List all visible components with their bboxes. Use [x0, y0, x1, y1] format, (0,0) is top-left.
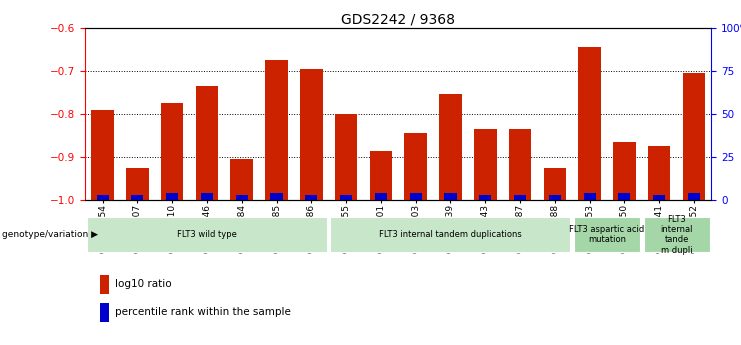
Bar: [236, 195, 247, 200]
Bar: [270, 193, 282, 200]
Bar: [305, 195, 317, 200]
Bar: [96, 195, 109, 200]
Bar: [100, 303, 110, 322]
Title: GDS2242 / 9368: GDS2242 / 9368: [342, 12, 455, 27]
Bar: [131, 195, 144, 200]
Bar: [196, 86, 219, 200]
Bar: [618, 193, 631, 200]
Bar: [514, 195, 526, 200]
Bar: [100, 275, 110, 294]
Bar: [340, 195, 352, 200]
Text: genotype/variation ▶: genotype/variation ▶: [1, 230, 98, 239]
FancyBboxPatch shape: [87, 217, 327, 253]
Bar: [375, 193, 387, 200]
Bar: [439, 95, 462, 200]
Bar: [583, 193, 596, 200]
Bar: [166, 193, 179, 200]
Bar: [549, 195, 561, 200]
Bar: [265, 60, 288, 200]
Text: FLT3
internal
tande
m dupli: FLT3 internal tande m dupli: [660, 215, 693, 255]
Bar: [126, 168, 149, 200]
Bar: [543, 168, 566, 200]
Bar: [509, 129, 531, 200]
Bar: [688, 193, 700, 200]
Text: FLT3 wild type: FLT3 wild type: [177, 230, 237, 239]
Bar: [335, 114, 357, 200]
Text: FLT3 aspartic acid
mutation: FLT3 aspartic acid mutation: [569, 225, 645, 244]
Bar: [405, 133, 427, 200]
Bar: [300, 69, 322, 200]
FancyBboxPatch shape: [574, 217, 640, 253]
Bar: [201, 193, 213, 200]
Text: log10 ratio: log10 ratio: [115, 279, 171, 289]
Bar: [474, 129, 496, 200]
Bar: [445, 193, 456, 200]
Bar: [479, 195, 491, 200]
Bar: [161, 103, 184, 200]
Bar: [613, 142, 636, 200]
Bar: [653, 195, 665, 200]
Text: FLT3 internal tandem duplications: FLT3 internal tandem duplications: [379, 230, 522, 239]
Bar: [682, 73, 705, 200]
Bar: [91, 110, 114, 200]
FancyBboxPatch shape: [643, 217, 710, 253]
Bar: [230, 159, 253, 200]
FancyBboxPatch shape: [330, 217, 571, 253]
Bar: [648, 146, 671, 200]
Bar: [410, 193, 422, 200]
Bar: [578, 47, 601, 200]
Bar: [370, 150, 392, 200]
Text: percentile rank within the sample: percentile rank within the sample: [115, 307, 290, 317]
